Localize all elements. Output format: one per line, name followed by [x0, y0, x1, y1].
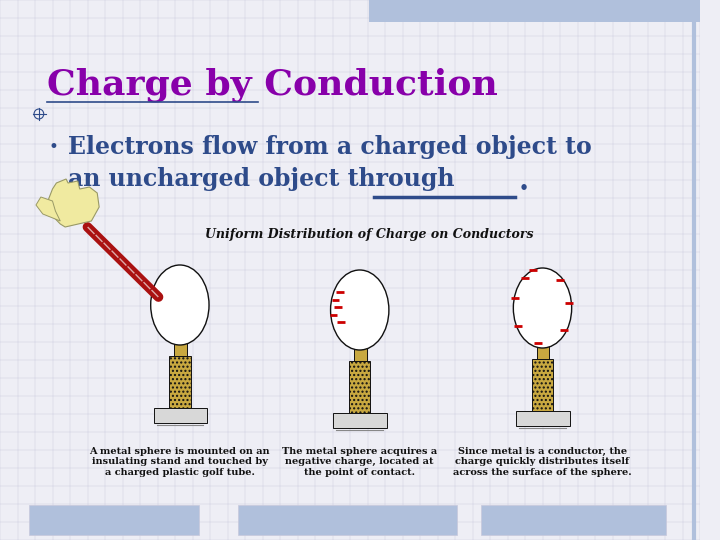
Bar [532, 359, 553, 411]
Ellipse shape [330, 270, 389, 350]
Bar [349, 361, 370, 413]
Polygon shape [49, 179, 99, 227]
Bar [354, 347, 366, 361]
Text: an uncharged object through: an uncharged object through [68, 167, 454, 191]
Text: A metal sphere is mounted on an
insulating stand and touched by
a charged plasti: A metal sphere is mounted on an insulati… [89, 447, 270, 477]
Polygon shape [36, 197, 60, 221]
Text: Charge by Conduction: Charge by Conduction [47, 68, 498, 103]
Bar [153, 408, 207, 423]
Bar [238, 505, 457, 535]
Bar [30, 505, 199, 535]
Bar [481, 505, 666, 535]
Text: Since metal is a conductor, the
charge quickly distributes itself
across the sur: Since metal is a conductor, the charge q… [453, 447, 632, 477]
Text: Electrons flow from a charged object to: Electrons flow from a charged object to [68, 135, 592, 159]
Text: Uniform Distribution of Charge on Conductors: Uniform Distribution of Charge on Conduc… [205, 228, 534, 241]
Text: .: . [518, 167, 528, 196]
Ellipse shape [150, 265, 209, 345]
Text: •: • [49, 138, 58, 156]
Ellipse shape [513, 268, 572, 348]
Bar [516, 411, 570, 426]
Text: The metal sphere acquires a
negative charge, located at
the point of contact.: The metal sphere acquires a negative cha… [282, 447, 437, 477]
Bar [369, 0, 700, 22]
Bar [174, 342, 186, 356]
Bar [333, 413, 387, 428]
Bar [169, 356, 191, 408]
Bar [536, 345, 549, 359]
